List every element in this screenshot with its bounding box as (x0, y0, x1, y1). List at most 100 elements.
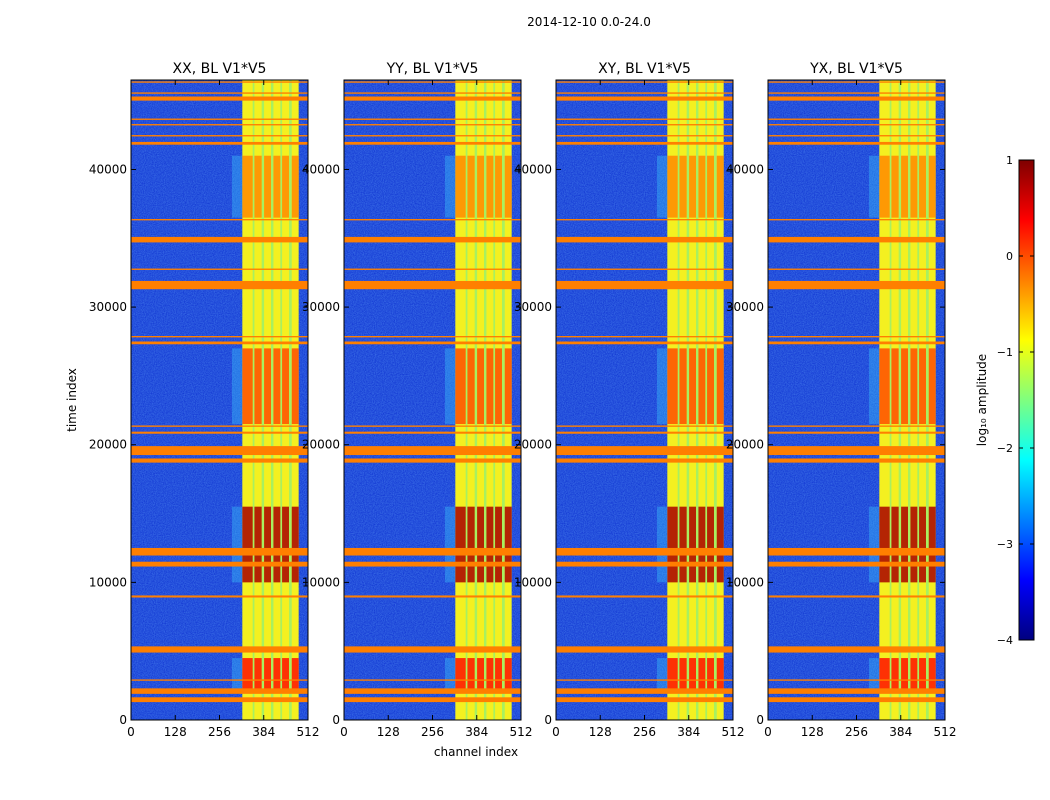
subband-gap (686, 80, 690, 720)
epoch-halo (656, 506, 668, 583)
high-amplitude-block (667, 155, 678, 218)
epoch-halo (656, 658, 668, 693)
flagged-row (344, 446, 521, 456)
flagged-row (556, 341, 733, 345)
panel-title: XY, BL V1*V5 (598, 61, 691, 77)
flagged-row (556, 446, 733, 456)
flagged-row (131, 458, 308, 463)
flagged-row (556, 431, 733, 434)
y-tick-label: 0 (119, 713, 127, 727)
flagged-row (768, 561, 945, 567)
flagged-row (344, 458, 521, 463)
flagged-row (344, 547, 521, 556)
high-amplitude-block (901, 155, 909, 218)
flagged-row (556, 124, 733, 126)
flagged-row (768, 219, 945, 221)
flagged-row (131, 135, 308, 137)
flagged-row (768, 431, 945, 434)
flagged-row (131, 688, 308, 694)
high-amplitude-block (504, 658, 512, 693)
flagged-row (131, 336, 308, 338)
flagged-row (344, 236, 521, 243)
flagged-row (344, 431, 521, 434)
high-amplitude-block (264, 155, 272, 218)
epoch-halo (231, 155, 243, 218)
high-amplitude-block (667, 348, 678, 425)
high-amplitude-block (689, 348, 697, 425)
x-tick-label: 0 (340, 725, 348, 739)
flagged-row (131, 124, 308, 126)
high-amplitude-block (273, 155, 281, 218)
high-amplitude-block (291, 658, 299, 693)
x-tick-label: 512 (934, 725, 957, 739)
flagged-row (556, 561, 733, 567)
flagged-row (768, 697, 945, 703)
flagged-row (556, 688, 733, 694)
flagged-row (344, 268, 521, 270)
colorbar-tick-label: −2 (997, 442, 1013, 455)
flagged-row (344, 219, 521, 221)
flagged-row (131, 141, 308, 145)
x-tick-label: 256 (208, 725, 231, 739)
subband-gap (474, 80, 478, 720)
subband-gap (280, 80, 283, 720)
flagged-row (556, 280, 733, 290)
y-tick-label: 40000 (302, 162, 340, 176)
flagged-row (768, 124, 945, 126)
high-amplitude-block (698, 155, 706, 218)
subband-gap (908, 80, 911, 720)
high-amplitude-block (455, 506, 466, 583)
flagged-row (768, 595, 945, 598)
subband-gap (889, 80, 892, 720)
colorbar-label-text: log₁₀ amplitude (975, 354, 989, 446)
flagged-row (556, 595, 733, 598)
high-amplitude-block (504, 506, 512, 583)
flagged-row (556, 425, 733, 427)
high-amplitude-block (910, 348, 918, 425)
high-amplitude-block (495, 155, 502, 218)
high-amplitude-block (679, 155, 687, 218)
flagged-row (768, 96, 945, 101)
flagged-row (131, 547, 308, 556)
x-tick-label: 384 (465, 725, 488, 739)
subband-gap (705, 80, 708, 720)
flagged-row (556, 135, 733, 137)
flagged-row (344, 425, 521, 427)
epoch-halo (656, 348, 668, 425)
colorbar-tick-label: −4 (997, 634, 1013, 647)
high-amplitude-block (455, 348, 466, 425)
flagged-row (556, 219, 733, 221)
high-amplitude-block (254, 506, 262, 583)
flagged-row (768, 688, 945, 694)
high-amplitude-block (891, 658, 899, 693)
high-amplitude-block (919, 506, 926, 583)
flagged-row (768, 336, 945, 338)
flagged-row (768, 92, 945, 94)
high-amplitude-block (242, 506, 253, 583)
panel-image (344, 80, 521, 720)
panel-xx: XX, BL V1*V5 0 128 256 384 512 0 10000 20000 3000… (89, 61, 320, 739)
high-amplitude-block (716, 506, 724, 583)
subband-gap (484, 80, 487, 720)
flagged-row (344, 92, 521, 94)
subband-gap (696, 80, 699, 720)
high-amplitude-block (910, 506, 918, 583)
flagged-row (768, 646, 945, 653)
y-tick-label: 0 (544, 713, 552, 727)
high-amplitude-block (716, 658, 724, 693)
high-amplitude-block (707, 658, 714, 693)
y-tick-label: 20000 (514, 438, 552, 452)
flagged-row (344, 124, 521, 126)
flagged-row (344, 96, 521, 101)
x-tick-label: 128 (377, 725, 400, 739)
subband-gap (677, 80, 680, 720)
epoch-halo (868, 658, 880, 693)
high-amplitude-block (910, 658, 918, 693)
flagged-row (131, 92, 308, 94)
flagged-row (131, 236, 308, 243)
flagged-row (556, 547, 733, 556)
high-amplitude-block (291, 506, 299, 583)
high-amplitude-block (264, 506, 272, 583)
x-tick-label: 128 (801, 725, 824, 739)
